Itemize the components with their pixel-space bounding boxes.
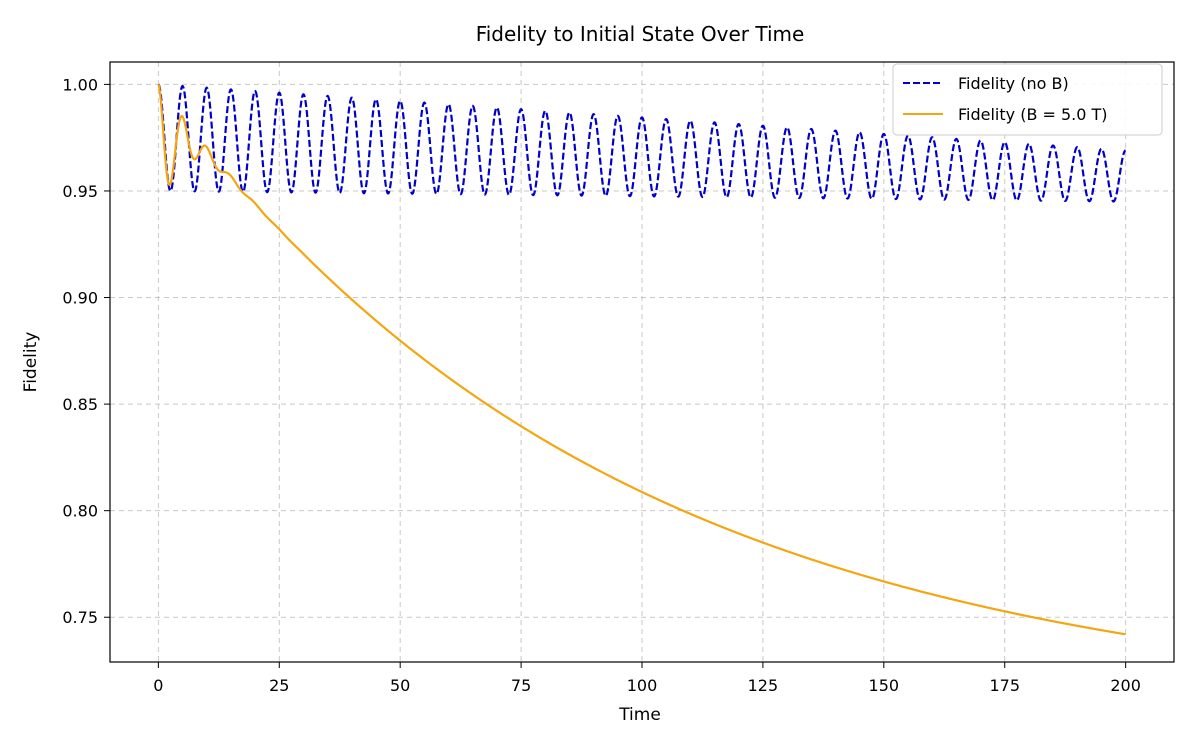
y-tick-label: 0.85 [62, 395, 98, 414]
x-tick-label: 175 [989, 676, 1020, 695]
y-axis-title: Fidelity [21, 332, 41, 393]
series-layer [157, 83, 1127, 636]
legend-label-b-field: Fidelity (B = 5.0 T) [958, 105, 1108, 124]
y-tick-label: 0.75 [62, 608, 98, 627]
x-tick-label: 25 [269, 676, 289, 695]
series-line-b-field [157, 83, 1127, 636]
legend: Fidelity (no B) Fidelity (B = 5.0 T) [892, 63, 1163, 136]
x-tick-label: 125 [748, 676, 779, 695]
x-axis: 0 25 50 75 100 125 150 175 200 [153, 662, 1141, 695]
x-tick-label: 0 [153, 676, 163, 695]
y-tick-label: 1.00 [62, 75, 98, 94]
legend-label-no-b: Fidelity (no B) [958, 74, 1069, 93]
chart-title: Fidelity to Initial State Over Time [476, 22, 805, 46]
legend-box [892, 63, 1163, 136]
x-tick-label: 50 [390, 676, 410, 695]
x-tick-label: 100 [627, 676, 658, 695]
x-tick-label: 200 [1110, 676, 1141, 695]
y-tick-label: 0.80 [62, 502, 98, 521]
y-tick-label: 0.90 [62, 289, 98, 308]
y-axis: 0.75 0.80 0.85 0.90 0.95 1.00 [62, 75, 110, 627]
series-line-no-b [157, 83, 1127, 203]
x-axis-title: Time [618, 705, 661, 725]
y-tick-label: 0.95 [62, 182, 98, 201]
x-tick-label: 150 [869, 676, 900, 695]
grid [110, 62, 1174, 662]
x-tick-label: 75 [511, 676, 531, 695]
